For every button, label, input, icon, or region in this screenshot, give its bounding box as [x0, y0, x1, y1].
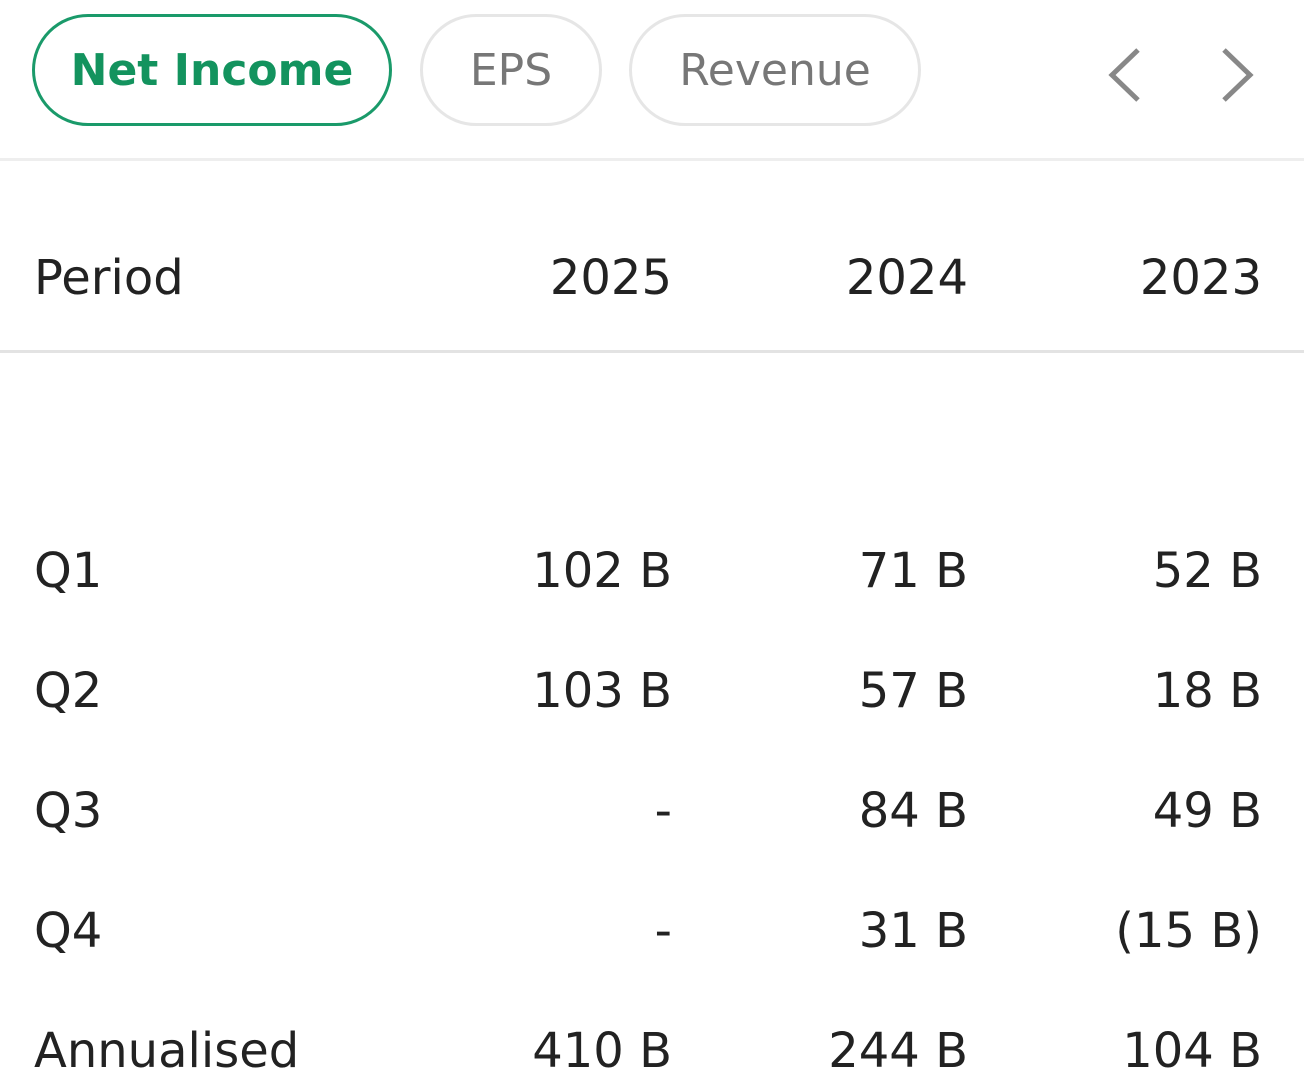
table-cell: Q2 [34, 663, 103, 719]
tab[interactable]: Net Income [32, 14, 392, 126]
table-cell: 31 B [858, 903, 968, 959]
table-cell: - [654, 783, 672, 839]
table-row: Q3 - 84 B 49 B [0, 593, 1304, 839]
table-cell: Q3 [34, 783, 103, 839]
table-cell: 49 B [1152, 783, 1262, 839]
table-cell: 410 B [532, 1023, 672, 1079]
table-cell: 52 B [1152, 543, 1262, 599]
table-row: Annualised 410 B 244 B 104 B [0, 833, 1304, 1079]
table-cell: (15 B) [1115, 903, 1262, 959]
table-cell: 102 B [532, 543, 672, 599]
prev-arrow[interactable] [1100, 40, 1150, 110]
table-cell: 244 B [828, 1023, 968, 1079]
header-cell: 2023 [1139, 250, 1262, 306]
tab[interactable]: EPS [420, 14, 602, 126]
table-row: Q1 102 B 71 B 52 B [0, 353, 1304, 599]
table-row: Q2 103 B 57 B 18 B [0, 473, 1304, 719]
tab[interactable]: Revenue [629, 14, 921, 126]
table-cell: 71 B [858, 543, 968, 599]
header-cell: 2025 [549, 250, 672, 306]
table-cell: Q1 [34, 543, 103, 599]
next-arrow[interactable] [1212, 40, 1262, 110]
table-cell: 104 B [1122, 1023, 1262, 1079]
table-cell: 57 B [858, 663, 968, 719]
table-cell: 84 B [858, 783, 968, 839]
table-cell: Q4 [34, 903, 103, 959]
tab-bar: Net Income EPS Revenue [0, 0, 1304, 161]
table-row: Q4 - 31 B (15 B) [0, 713, 1304, 959]
table-cell: Annualised [34, 1023, 300, 1079]
table: Period 2025 2024 2023 Q1 102 B 71 B 52 B Q2 103 B… [0, 210, 1304, 1079]
header-cell: 2024 [845, 250, 968, 306]
table-cell: 103 B [532, 663, 672, 719]
header-row: Period 2025 2024 2023 [0, 210, 1304, 353]
table-cell: - [654, 903, 672, 959]
header-cell: Period [34, 250, 184, 306]
table-cell: 18 B [1152, 663, 1262, 719]
